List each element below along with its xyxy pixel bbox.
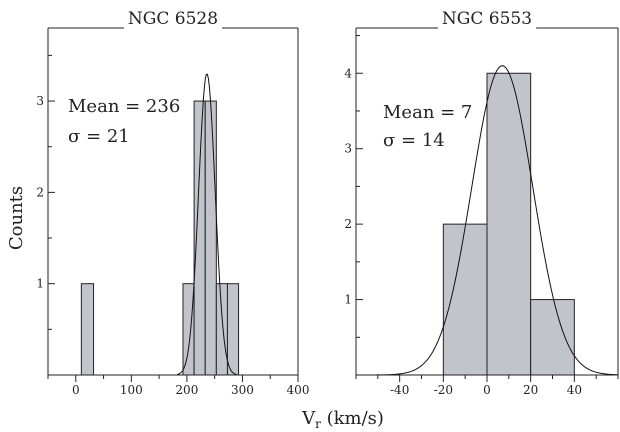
histogram-bar bbox=[215, 283, 228, 376]
y-tick-label: 3 bbox=[344, 142, 352, 156]
panel-ngc-6528: NGC 6528 0 100 200 300 400 1 2 3 Mean = 236 σ = 21 bbox=[36, 9, 309, 397]
histogram-bar bbox=[530, 299, 575, 376]
x-tick-label: -40 bbox=[390, 383, 409, 397]
x-tick-label: 200 bbox=[175, 383, 198, 397]
sigma-annotation: σ = 14 bbox=[383, 130, 445, 151]
gaussian-fit-curve bbox=[177, 73, 237, 375]
x-axis-label-unit: (km/s) bbox=[321, 408, 384, 429]
histogram-bar bbox=[193, 100, 206, 376]
x-tick-label: 20 bbox=[523, 383, 538, 397]
x-axis-label: Vr (km/s) bbox=[301, 408, 384, 431]
panel-ngc-6553: NGC 6553 -40 -20 0 20 40 1 2 3 4 Mean = 7 σ = 14 bbox=[344, 9, 619, 397]
histogram-bar bbox=[182, 283, 195, 376]
histogram-bar bbox=[204, 100, 217, 376]
histogram-bar bbox=[80, 283, 95, 376]
x-tick-label: 0 bbox=[483, 383, 491, 397]
x-tick-label: -20 bbox=[434, 383, 453, 397]
x-axis-label-main: V bbox=[301, 408, 316, 429]
x-tick-label: 400 bbox=[287, 383, 310, 397]
sigma-annotation: σ = 21 bbox=[68, 126, 130, 147]
panel-title: NGC 6553 bbox=[442, 9, 532, 29]
histogram-bar bbox=[226, 283, 240, 376]
y-tick-label: 1 bbox=[36, 277, 44, 291]
x-axis-label-subscript: r bbox=[315, 417, 321, 431]
y-tick-label: 2 bbox=[344, 217, 352, 231]
x-tick-label: 100 bbox=[120, 383, 143, 397]
mean-annotation: Mean = 7 bbox=[383, 102, 472, 123]
y-tick-label: 1 bbox=[344, 293, 352, 307]
x-tick-label: 0 bbox=[72, 383, 80, 397]
y-axis-label: Counts bbox=[6, 186, 27, 250]
y-tick-label: 4 bbox=[344, 66, 352, 80]
y-tick-label: 2 bbox=[36, 185, 44, 199]
histogram-bar bbox=[486, 72, 532, 376]
y-tick-label: 3 bbox=[36, 94, 44, 108]
panel-title: NGC 6528 bbox=[128, 9, 218, 29]
histogram-bar bbox=[442, 223, 488, 376]
x-tick-label: 40 bbox=[567, 383, 582, 397]
x-tick-label: 300 bbox=[231, 383, 254, 397]
gaussian-fit-curve bbox=[356, 65, 619, 376]
mean-annotation: Mean = 236 bbox=[68, 96, 180, 117]
